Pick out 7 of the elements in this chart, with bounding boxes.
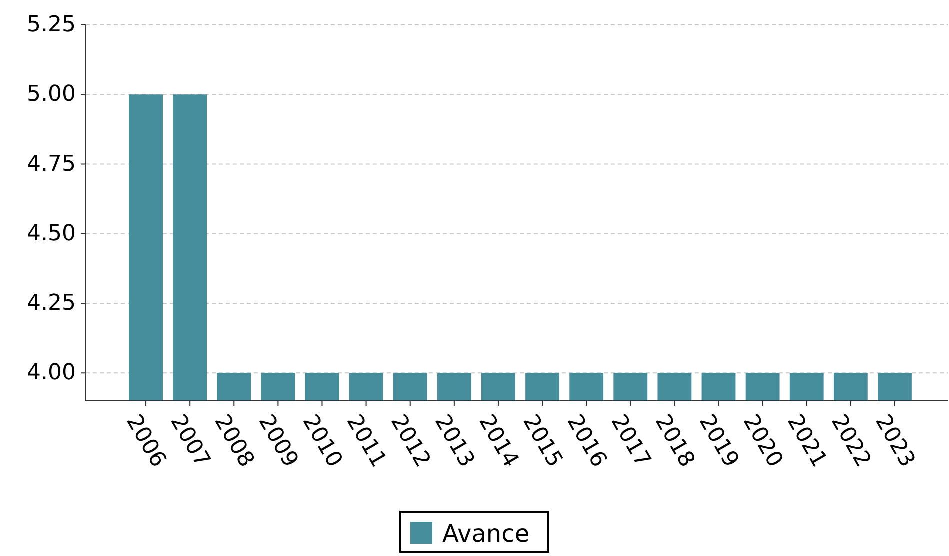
y-tick-label: 4.25 [27,291,76,316]
y-tick-label: 4.75 [27,152,76,177]
y-tick-label: 5.25 [27,12,76,38]
y-tick-label: 4.50 [27,221,76,246]
legend-label: Avance [442,520,530,548]
y-tick-label: 5.00 [27,82,76,108]
y-tick-label: 4.00 [27,360,76,386]
